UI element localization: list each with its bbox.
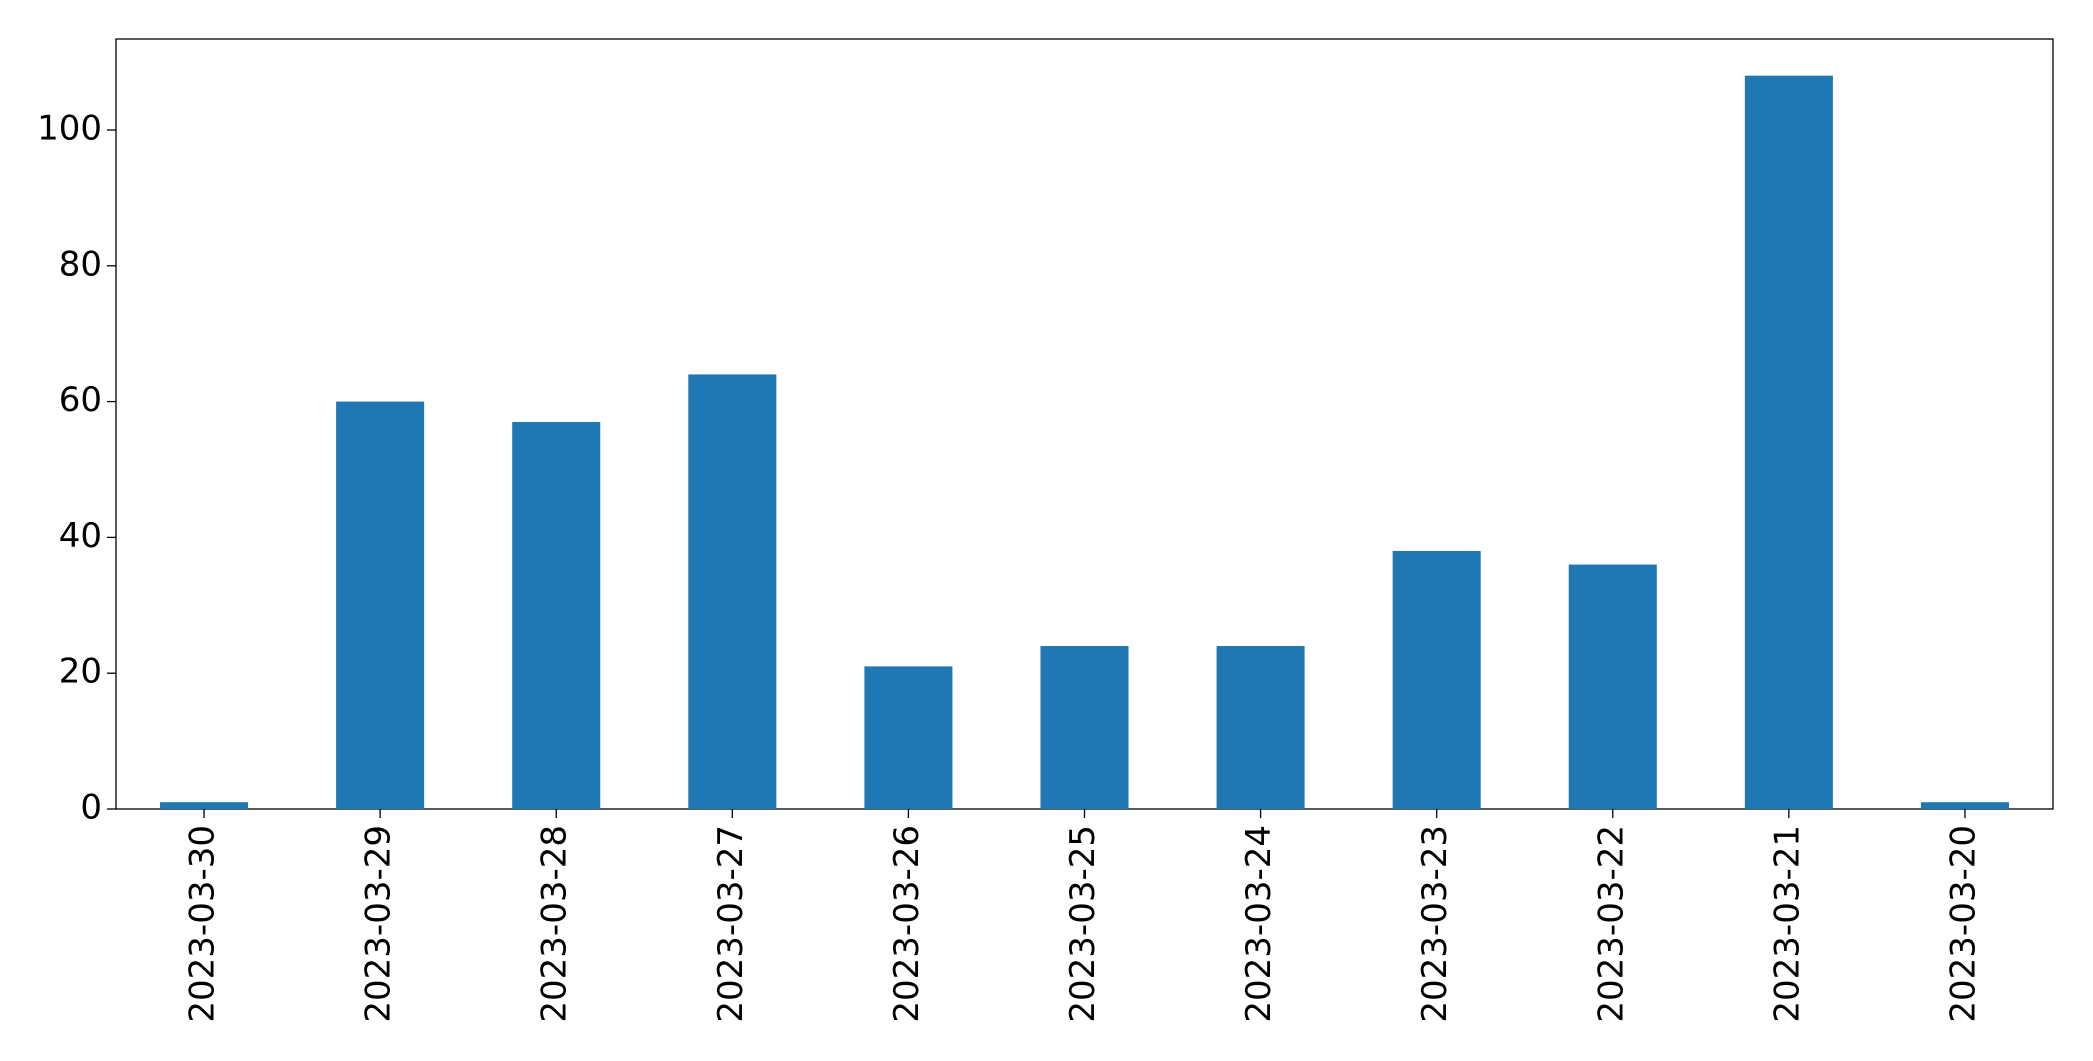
- y-tick-label: 0: [80, 788, 102, 828]
- bar: [1216, 646, 1305, 809]
- y-tick-label: 40: [59, 516, 102, 556]
- bar: [512, 421, 601, 809]
- bar: [1040, 646, 1129, 809]
- x-tick-label: 2023-03-23: [1415, 825, 1455, 1023]
- x-tick-label: 2023-03-30: [183, 825, 223, 1023]
- y-tick-label: 60: [59, 380, 102, 420]
- x-tick-label: 2023-03-28: [535, 825, 575, 1023]
- x-tick-label: 2023-03-27: [711, 825, 751, 1023]
- x-tick-label: 2023-03-29: [359, 825, 399, 1023]
- bar: [1920, 802, 2009, 809]
- bar: [336, 401, 425, 809]
- y-tick-label: 100: [37, 108, 102, 148]
- bar: [1392, 550, 1481, 809]
- x-tick-label: 2023-03-22: [1591, 825, 1631, 1023]
- x-tick-label: 2023-03-20: [1943, 825, 1983, 1023]
- bar: [688, 374, 777, 809]
- x-tick-label: 2023-03-21: [1767, 825, 1807, 1023]
- x-tick-label: 2023-03-26: [887, 825, 927, 1023]
- x-tick-label: 2023-03-25: [1063, 825, 1103, 1023]
- bar: [160, 802, 249, 809]
- x-tick-label: 2023-03-24: [1239, 825, 1279, 1023]
- y-tick-label: 80: [59, 244, 102, 284]
- bar: [1744, 75, 1833, 809]
- bar: [864, 666, 953, 809]
- y-tick-label: 20: [59, 652, 102, 692]
- bar: [1568, 564, 1657, 809]
